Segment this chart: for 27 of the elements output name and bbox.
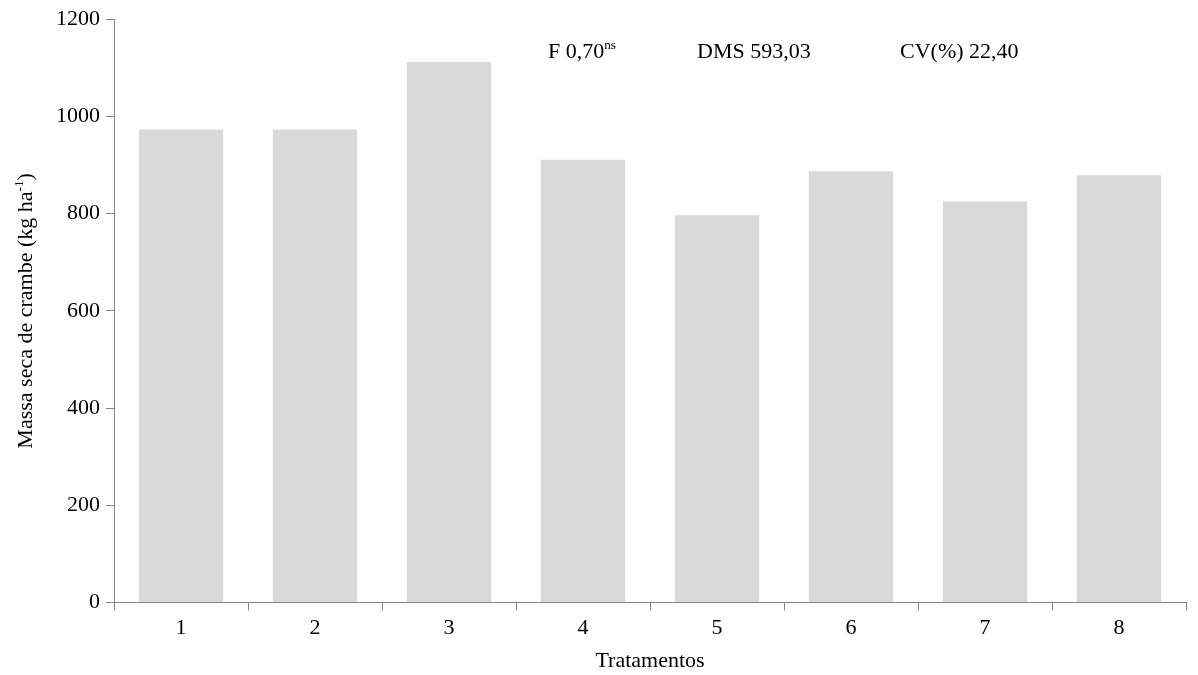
x-tick-label: 6	[845, 613, 857, 639]
y-tick-label: 600	[67, 296, 100, 322]
y-tick-label: 1200	[56, 4, 100, 30]
x-tick-label: 2	[309, 613, 321, 639]
x-tick-label: 3	[443, 613, 455, 639]
bar	[138, 129, 224, 603]
bar	[406, 61, 492, 603]
x-tick-label: 7	[979, 613, 991, 639]
y-axis-title: Massa seca de crambe (kg ha-1)	[11, 173, 37, 449]
y-tick-label: 400	[67, 393, 100, 419]
x-tick-label: 8	[1113, 613, 1125, 639]
bar	[808, 171, 894, 603]
bar	[942, 201, 1028, 603]
annotation: CV(%) 22,40	[900, 38, 1019, 63]
y-tick-label: 200	[67, 491, 100, 517]
bar	[674, 215, 760, 603]
annotation: DMS 593,03	[697, 38, 811, 63]
y-tick-label: 0	[89, 588, 100, 614]
y-tick-label: 800	[67, 199, 100, 225]
bar	[1076, 175, 1162, 603]
bar	[540, 159, 626, 603]
bar	[272, 129, 358, 603]
x-tick-label: 5	[711, 613, 723, 639]
x-tick-label: 4	[577, 613, 589, 639]
y-tick-label: 1000	[56, 102, 100, 128]
x-tick-label: 1	[175, 613, 187, 639]
x-axis-title: Tratamentos	[595, 647, 705, 672]
